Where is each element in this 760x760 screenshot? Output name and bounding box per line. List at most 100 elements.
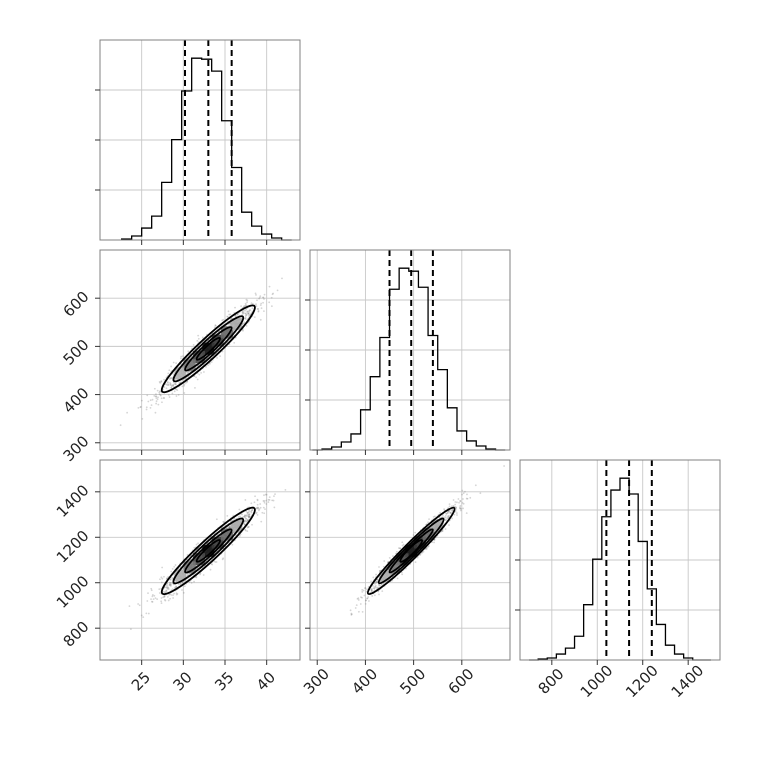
theta0-theta2-sample-point [169,581,172,584]
theta0-theta1-sample-point [258,296,261,299]
theta1-theta2-sample-point [370,590,373,593]
theta0-theta2-sample-point [169,597,171,600]
theta0-theta2-sample-point [238,534,241,537]
theta0-theta1-sample-point [244,304,247,307]
theta0-theta2-sample-point [170,583,173,586]
theta0-theta2-sample-point [243,523,246,526]
theta0-theta1-sample-point [167,372,170,375]
theta0-theta2-sample-point [179,582,182,585]
theta1-theta2-sample-point [466,493,468,496]
theta0-theta1-sample-point [243,321,246,324]
theta0-theta2-sample-point [255,507,258,509]
theta0-theta1-sample-point [187,371,190,373]
theta0-theta2-sample-point [175,592,178,595]
theta0-theta2-sample-point [147,612,150,615]
theta1-theta2-sample-point [377,590,380,593]
theta0-theta2-sample-point [247,511,250,514]
theta0-theta2-sample-point [245,520,248,523]
theta0-theta2-sample-point [190,581,193,584]
theta0-theta2-sample-point [273,495,275,497]
theta1-theta2-sample-point [350,613,353,616]
theta0-theta2-sample-point [160,576,163,579]
theta1-theta2-sample-point [401,541,404,544]
theta0-theta2-sample-point [247,515,250,518]
theta1-theta2-sample-point [366,597,369,600]
theta0-theta2-sample-point [151,595,154,598]
theta1-theta2-sample-point [398,547,400,549]
theta0-theta2-sample-point [247,513,249,516]
theta0-theta2-sample-point [171,567,174,570]
panel-theta1 [305,249,511,455]
theta1-theta2-sample-point [399,547,402,550]
theta0-theta2-sample-point [168,593,170,596]
theta0-theta2-sample-point [163,595,166,598]
theta0-theta2-sample-point [243,523,246,525]
theta1-theta2-sample-point [465,497,468,500]
theta1-theta2-sample-point [402,543,405,546]
theta1-theta2-sample-point [466,497,469,500]
theta0-theta1-sample-point [192,343,195,346]
theta0-theta1-sample-point [169,383,172,385]
theta0-theta1-sample-point [257,310,260,313]
theta0-theta1-sample-point [170,384,173,387]
theta1-theta2-sample-point [366,588,368,591]
theta0-theta2-sample-point [183,585,186,588]
theta1-theta2-sample-point [372,576,375,579]
theta0-theta2-sample-point [228,526,231,529]
theta1-theta2-sample-point [445,518,447,521]
theta0-theta2-sample-point [193,546,196,549]
theta0-theta1-sample-point [245,313,248,316]
theta0-theta1-sample-point [256,299,258,302]
theta1-theta2-sample-point [453,513,456,516]
theta1-theta2-sample-point [462,498,464,500]
theta1-theta2-sample-point [446,517,449,520]
theta1-theta2-sample-point [371,595,374,597]
theta1-theta2-sample-point [350,613,353,616]
theta1-theta2-sample-point [388,557,391,559]
theta1-theta2-sample-point [357,610,360,613]
theta0-theta1-sample-point [175,388,178,391]
theta0-theta1-sample-point [244,312,246,315]
theta0-theta1-contour [160,304,256,394]
theta0-theta2-sample-point [256,498,259,501]
theta1-theta2-sample-point [444,516,447,519]
theta0-theta2-sample-point [173,592,175,595]
theta0-theta2-sample-point [169,585,172,587]
theta0-theta2-sample-point [248,508,251,511]
theta0-theta1-sample-point [168,396,171,398]
theta0-theta2-sample-point [138,604,141,607]
theta0-theta2-sample-point [246,519,249,522]
theta0-theta1-sample-point [167,384,170,387]
theta0-theta1-sample-point [158,380,161,383]
theta0-theta1-sample-point [263,293,266,296]
theta1-theta2-sample-point [365,599,368,602]
theta0-theta1-sample-point [214,324,217,327]
theta0-theta2-sample-point [222,520,225,523]
theta0-theta1-sample-point [163,397,165,399]
theta1-theta2-sample-point [449,511,451,514]
theta0-theta1-sample-point [145,406,148,409]
theta0-theta1-sample-point [166,381,169,383]
theta1-theta2-sample-point [455,508,457,510]
theta0-theta2-sample-point [262,506,265,509]
theta1-theta2-sample-point [364,587,366,590]
theta0-theta1-sample-point [158,391,161,394]
theta0-theta2-sample-point [228,526,231,529]
theta1-theta2-sample-point [449,512,452,514]
theta1-theta2-sample-point [447,514,450,517]
theta1-theta2-sample-point [380,583,383,586]
theta0-theta1-sample-point [159,381,162,384]
theta1-theta2-sample-point [414,531,417,534]
theta1-theta2-sample-point [451,509,453,511]
theta0-theta2-sample-point [248,516,251,518]
theta1-theta2-sample-point [395,550,398,553]
theta0-theta1-sample-point [257,308,260,310]
theta0-theta2-sample-point [215,518,218,521]
theta0-theta2-sample-point [228,526,231,529]
theta0-theta1-sample-point [249,309,252,312]
theta0-theta2-sample-point [244,514,246,517]
theta0-theta1-sample-point [268,285,271,288]
theta0-theta1-sample-point [259,304,262,307]
theta0-theta2-sample-point [186,574,189,577]
theta0-histogram [121,57,292,241]
